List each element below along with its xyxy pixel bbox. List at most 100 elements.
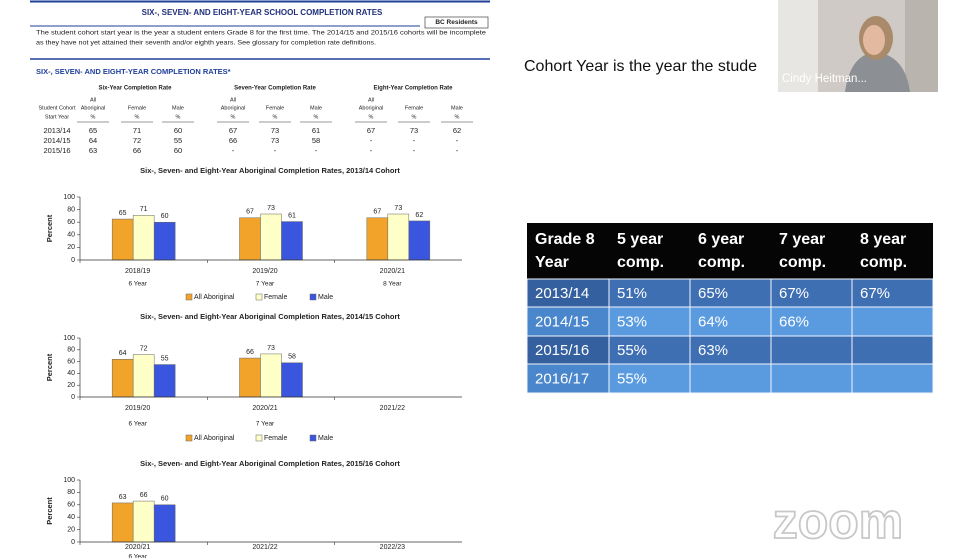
cell: 2014/15	[535, 313, 589, 330]
y-axis-label: Percent	[45, 214, 54, 242]
header-cell: 6 year	[698, 231, 744, 248]
y-tick-label: 100	[63, 477, 75, 484]
column-header: Aboriginal	[359, 105, 383, 111]
cell: -	[413, 146, 416, 155]
header-cell: 5 year	[617, 231, 663, 248]
cell: 2015/16	[535, 342, 589, 359]
y-tick-label: 0	[71, 539, 75, 546]
cell: 67	[229, 126, 237, 135]
y-tick-label: 20	[67, 244, 75, 251]
bar	[281, 362, 303, 398]
cell: 73	[271, 136, 279, 145]
column-header: All	[368, 97, 374, 103]
column-header: Male	[451, 105, 463, 111]
header-cell: comp.	[698, 254, 745, 271]
cell: 73	[271, 126, 279, 135]
bar	[153, 221, 176, 261]
data-label: 58	[288, 354, 296, 361]
y-tick-label: 80	[67, 347, 75, 354]
column-header: Female	[405, 105, 423, 111]
unit: %	[231, 114, 236, 120]
legend-label: Male	[318, 294, 333, 301]
column-header: All	[90, 97, 96, 103]
legend-swatch	[255, 434, 263, 442]
legend-label: Female	[264, 294, 287, 301]
cell-bg	[526, 306, 610, 337]
cell-bg	[608, 363, 691, 394]
data-label: 73	[267, 205, 275, 212]
cell: 65%	[698, 285, 728, 302]
cell: 62	[453, 126, 461, 135]
cell: 61	[312, 126, 320, 135]
cell-bg	[770, 278, 853, 308]
data-label: 60	[161, 496, 169, 503]
zoom-logo: zoom	[773, 493, 904, 549]
webcam: Cindy Heitman...	[778, 0, 938, 92]
header-cell: comp.	[860, 254, 907, 271]
cell: 2013/14	[43, 126, 70, 135]
legend-label: Female	[264, 435, 287, 442]
cell: 2013/14	[535, 285, 589, 302]
participant-name: Cindy Heitman...	[782, 73, 867, 85]
data-label: 62	[415, 212, 423, 219]
group-header: Eight-Year Completion Rate	[373, 86, 453, 92]
cell: 2015/16	[43, 146, 70, 155]
cell: -	[274, 146, 277, 155]
cell: 72	[133, 136, 141, 145]
y-axis-label: Percent	[45, 497, 54, 525]
data-label: 66	[246, 349, 254, 356]
cell-bg	[526, 363, 610, 394]
row-header: Start Year	[45, 114, 69, 120]
x-tick-label: 2020/21	[252, 405, 277, 412]
cell: 63%	[698, 342, 728, 359]
column-header: Female	[266, 105, 284, 111]
wall	[778, 0, 818, 92]
cell-bg	[689, 363, 772, 394]
cell-bg	[851, 306, 934, 337]
x-tick-label: 2020/21	[125, 544, 150, 551]
column-header: Aboriginal	[81, 105, 105, 111]
unit: %	[455, 114, 460, 120]
cell: 2014/15	[43, 136, 70, 145]
data-label: 60	[161, 213, 169, 220]
cell-bg	[851, 363, 934, 394]
cell-bg	[689, 306, 772, 337]
cell-bg	[770, 335, 853, 365]
cell: 66	[133, 146, 141, 155]
bar	[260, 353, 282, 398]
x-tick-label: 2018/19	[125, 268, 150, 275]
data-label: 67	[373, 209, 381, 216]
cell: -	[315, 146, 318, 155]
x-sublabel: 6 Year	[128, 281, 147, 288]
header-cell: comp.	[779, 254, 826, 271]
cell: -	[456, 136, 459, 145]
y-tick-label: 0	[71, 394, 75, 401]
data-label: 71	[140, 206, 148, 213]
cell: 55%	[617, 342, 647, 359]
y-tick-label: 20	[67, 382, 75, 389]
legend-swatch	[185, 434, 193, 442]
bar	[239, 217, 261, 261]
cell: 60	[174, 126, 182, 135]
unit: %	[176, 114, 181, 120]
badge: BC Residents	[435, 19, 478, 26]
person-body	[845, 52, 910, 92]
x-tick-label: 2021/22	[380, 405, 405, 412]
x-sublabel: 8 Year	[383, 281, 402, 288]
cell: 66%	[779, 313, 809, 330]
cell: 51%	[617, 285, 647, 302]
x-tick-label: 2021/22	[252, 544, 277, 551]
cell: 64%	[698, 313, 728, 330]
intro-line: The student cohort start year is the yea…	[36, 30, 487, 37]
cell: -	[413, 136, 416, 145]
bar	[239, 357, 261, 398]
column-header: All	[230, 97, 236, 103]
cell: 65	[89, 126, 97, 135]
bar	[132, 215, 155, 261]
cell: -	[232, 146, 235, 155]
doc-title: SIX-, SEVEN- AND EIGHT-YEAR SCHOOL COMPL…	[142, 8, 383, 17]
data-label: 66	[140, 492, 148, 499]
bar	[132, 354, 155, 398]
header-cell: Year	[535, 254, 569, 271]
bar	[111, 358, 134, 398]
